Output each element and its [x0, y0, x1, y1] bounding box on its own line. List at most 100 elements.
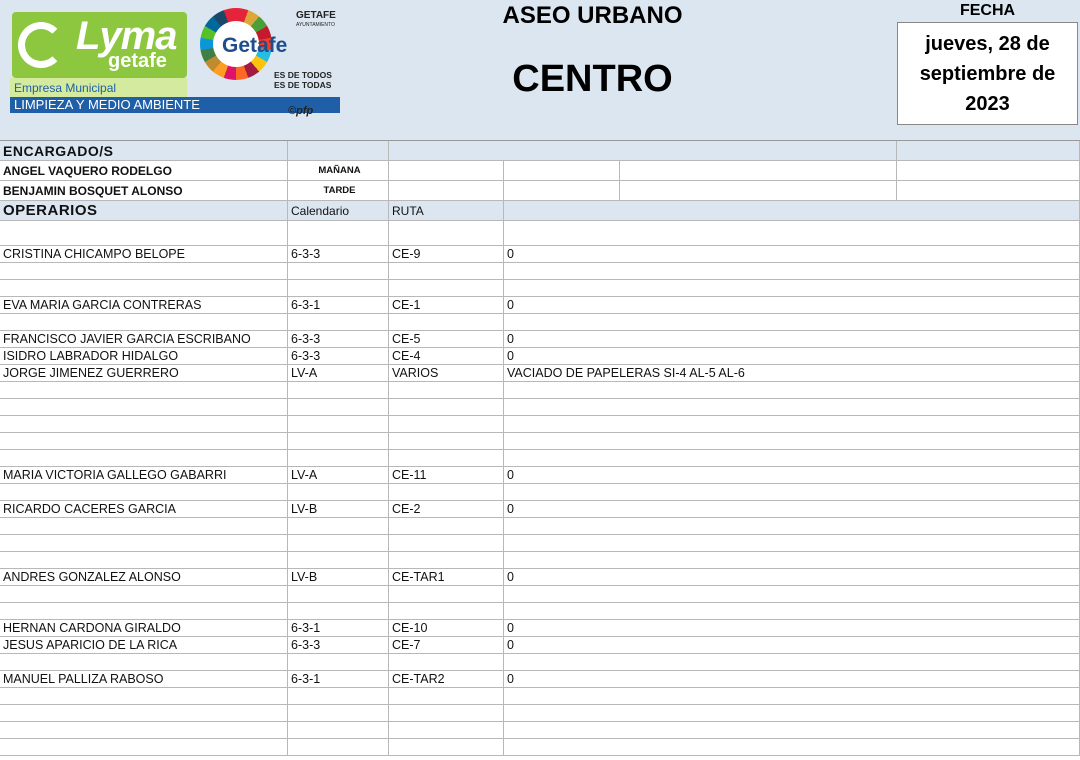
cell [389, 141, 897, 161]
cell [0, 586, 288, 603]
shift: MAÑANA [288, 161, 389, 181]
calendar: 6-3-3 [288, 331, 389, 348]
cell [897, 181, 1080, 201]
operator-name: MARIA VICTORIA GALLEGO GABARRI [0, 467, 288, 484]
cell [288, 739, 389, 756]
cell [288, 705, 389, 722]
note: 0 [504, 637, 1080, 654]
operator-name: HERNAN CARDONA GIRALDO [0, 620, 288, 637]
note: 0 [504, 246, 1080, 263]
operator-name: ISIDRO LABRADOR HIDALGO [0, 348, 288, 365]
cell [389, 722, 504, 739]
cell [288, 399, 389, 416]
cell [0, 688, 288, 705]
route: CE-7 [389, 637, 504, 654]
supervisor-name: ANGEL VAQUERO RODELGO [0, 161, 288, 181]
operator-name: JORGE JIMENEZ GUERRERO [0, 365, 288, 382]
supervisor-name: BENJAMIN BOSQUET ALONSO [0, 181, 288, 201]
note: 0 [504, 348, 1080, 365]
cell [504, 450, 1080, 467]
cell [288, 280, 389, 297]
cell [389, 181, 504, 201]
city-sub: AYUNTAMIENTO [296, 22, 335, 28]
cell [288, 552, 389, 569]
cell [389, 586, 504, 603]
cell [504, 552, 1080, 569]
title: ASEO URBANO [502, 2, 683, 29]
cell [288, 603, 389, 620]
date-label: FECHA [959, 2, 1016, 19]
cell [288, 314, 389, 331]
operator-name: RICARDO CACERES GARCIA [0, 501, 288, 518]
cell [288, 688, 389, 705]
route: CE-11 [389, 467, 504, 484]
note: 0 [504, 620, 1080, 637]
cell [0, 552, 288, 569]
zone: CENTRO [512, 58, 673, 100]
cell [389, 280, 504, 297]
cell [389, 263, 504, 280]
calendar: 6-3-1 [288, 671, 389, 688]
cell [0, 722, 288, 739]
cell [288, 382, 389, 399]
cell [389, 654, 504, 671]
cell [0, 263, 288, 280]
cell [0, 739, 288, 756]
cell [620, 181, 897, 201]
cell [389, 314, 504, 331]
calendar: LV-B [288, 569, 389, 586]
cell [504, 688, 1080, 705]
calendar: 6-3-3 [288, 246, 389, 263]
cell [0, 484, 288, 501]
cell [389, 552, 504, 569]
cell [0, 450, 288, 467]
cell [504, 382, 1080, 399]
date: jueves, 28 de septiembre de 2023 [897, 22, 1078, 125]
cell [389, 688, 504, 705]
note: 0 [504, 331, 1080, 348]
note: 0 [504, 297, 1080, 314]
department: LIMPIEZA Y MEDIO AMBIENTE [10, 97, 340, 113]
cell [504, 739, 1080, 756]
route: CE-5 [389, 331, 504, 348]
cell [504, 314, 1080, 331]
cell [504, 201, 1080, 221]
cell [288, 654, 389, 671]
cell [0, 654, 288, 671]
slogan: ES DE TODOS [274, 70, 332, 80]
calendar: LV-A [288, 365, 389, 382]
route: CE-2 [389, 501, 504, 518]
route: CE-4 [389, 348, 504, 365]
cell [0, 382, 288, 399]
shift: TARDE [288, 181, 389, 201]
cell [288, 221, 389, 246]
operator-name: EVA MARIA GARCIA CONTRERAS [0, 297, 288, 314]
cell [504, 181, 620, 201]
cell [389, 535, 504, 552]
calendar: LV-A [288, 467, 389, 484]
note: 0 [504, 467, 1080, 484]
city-logo: Getafe [222, 34, 288, 57]
cell [504, 399, 1080, 416]
cell [288, 416, 389, 433]
cell [504, 603, 1080, 620]
logo-band [10, 78, 187, 97]
calendar: 6-3-3 [288, 348, 389, 365]
cell [288, 722, 389, 739]
city: GETAFE [296, 10, 336, 21]
sdg-center [213, 21, 259, 67]
cell [0, 535, 288, 552]
cell [0, 518, 288, 535]
operator-name: CRISTINA CHICAMPO BELOPE [0, 246, 288, 263]
route: CE-TAR1 [389, 569, 504, 586]
route: CE-9 [389, 246, 504, 263]
operator-name: ANDRES GONZALEZ ALONSO [0, 569, 288, 586]
cell [504, 280, 1080, 297]
column-header: RUTA [389, 201, 504, 221]
cell [389, 484, 504, 501]
note: 0 [504, 671, 1080, 688]
route: CE-1 [389, 297, 504, 314]
company: Empresa Municipal [14, 81, 117, 95]
cell [0, 433, 288, 450]
